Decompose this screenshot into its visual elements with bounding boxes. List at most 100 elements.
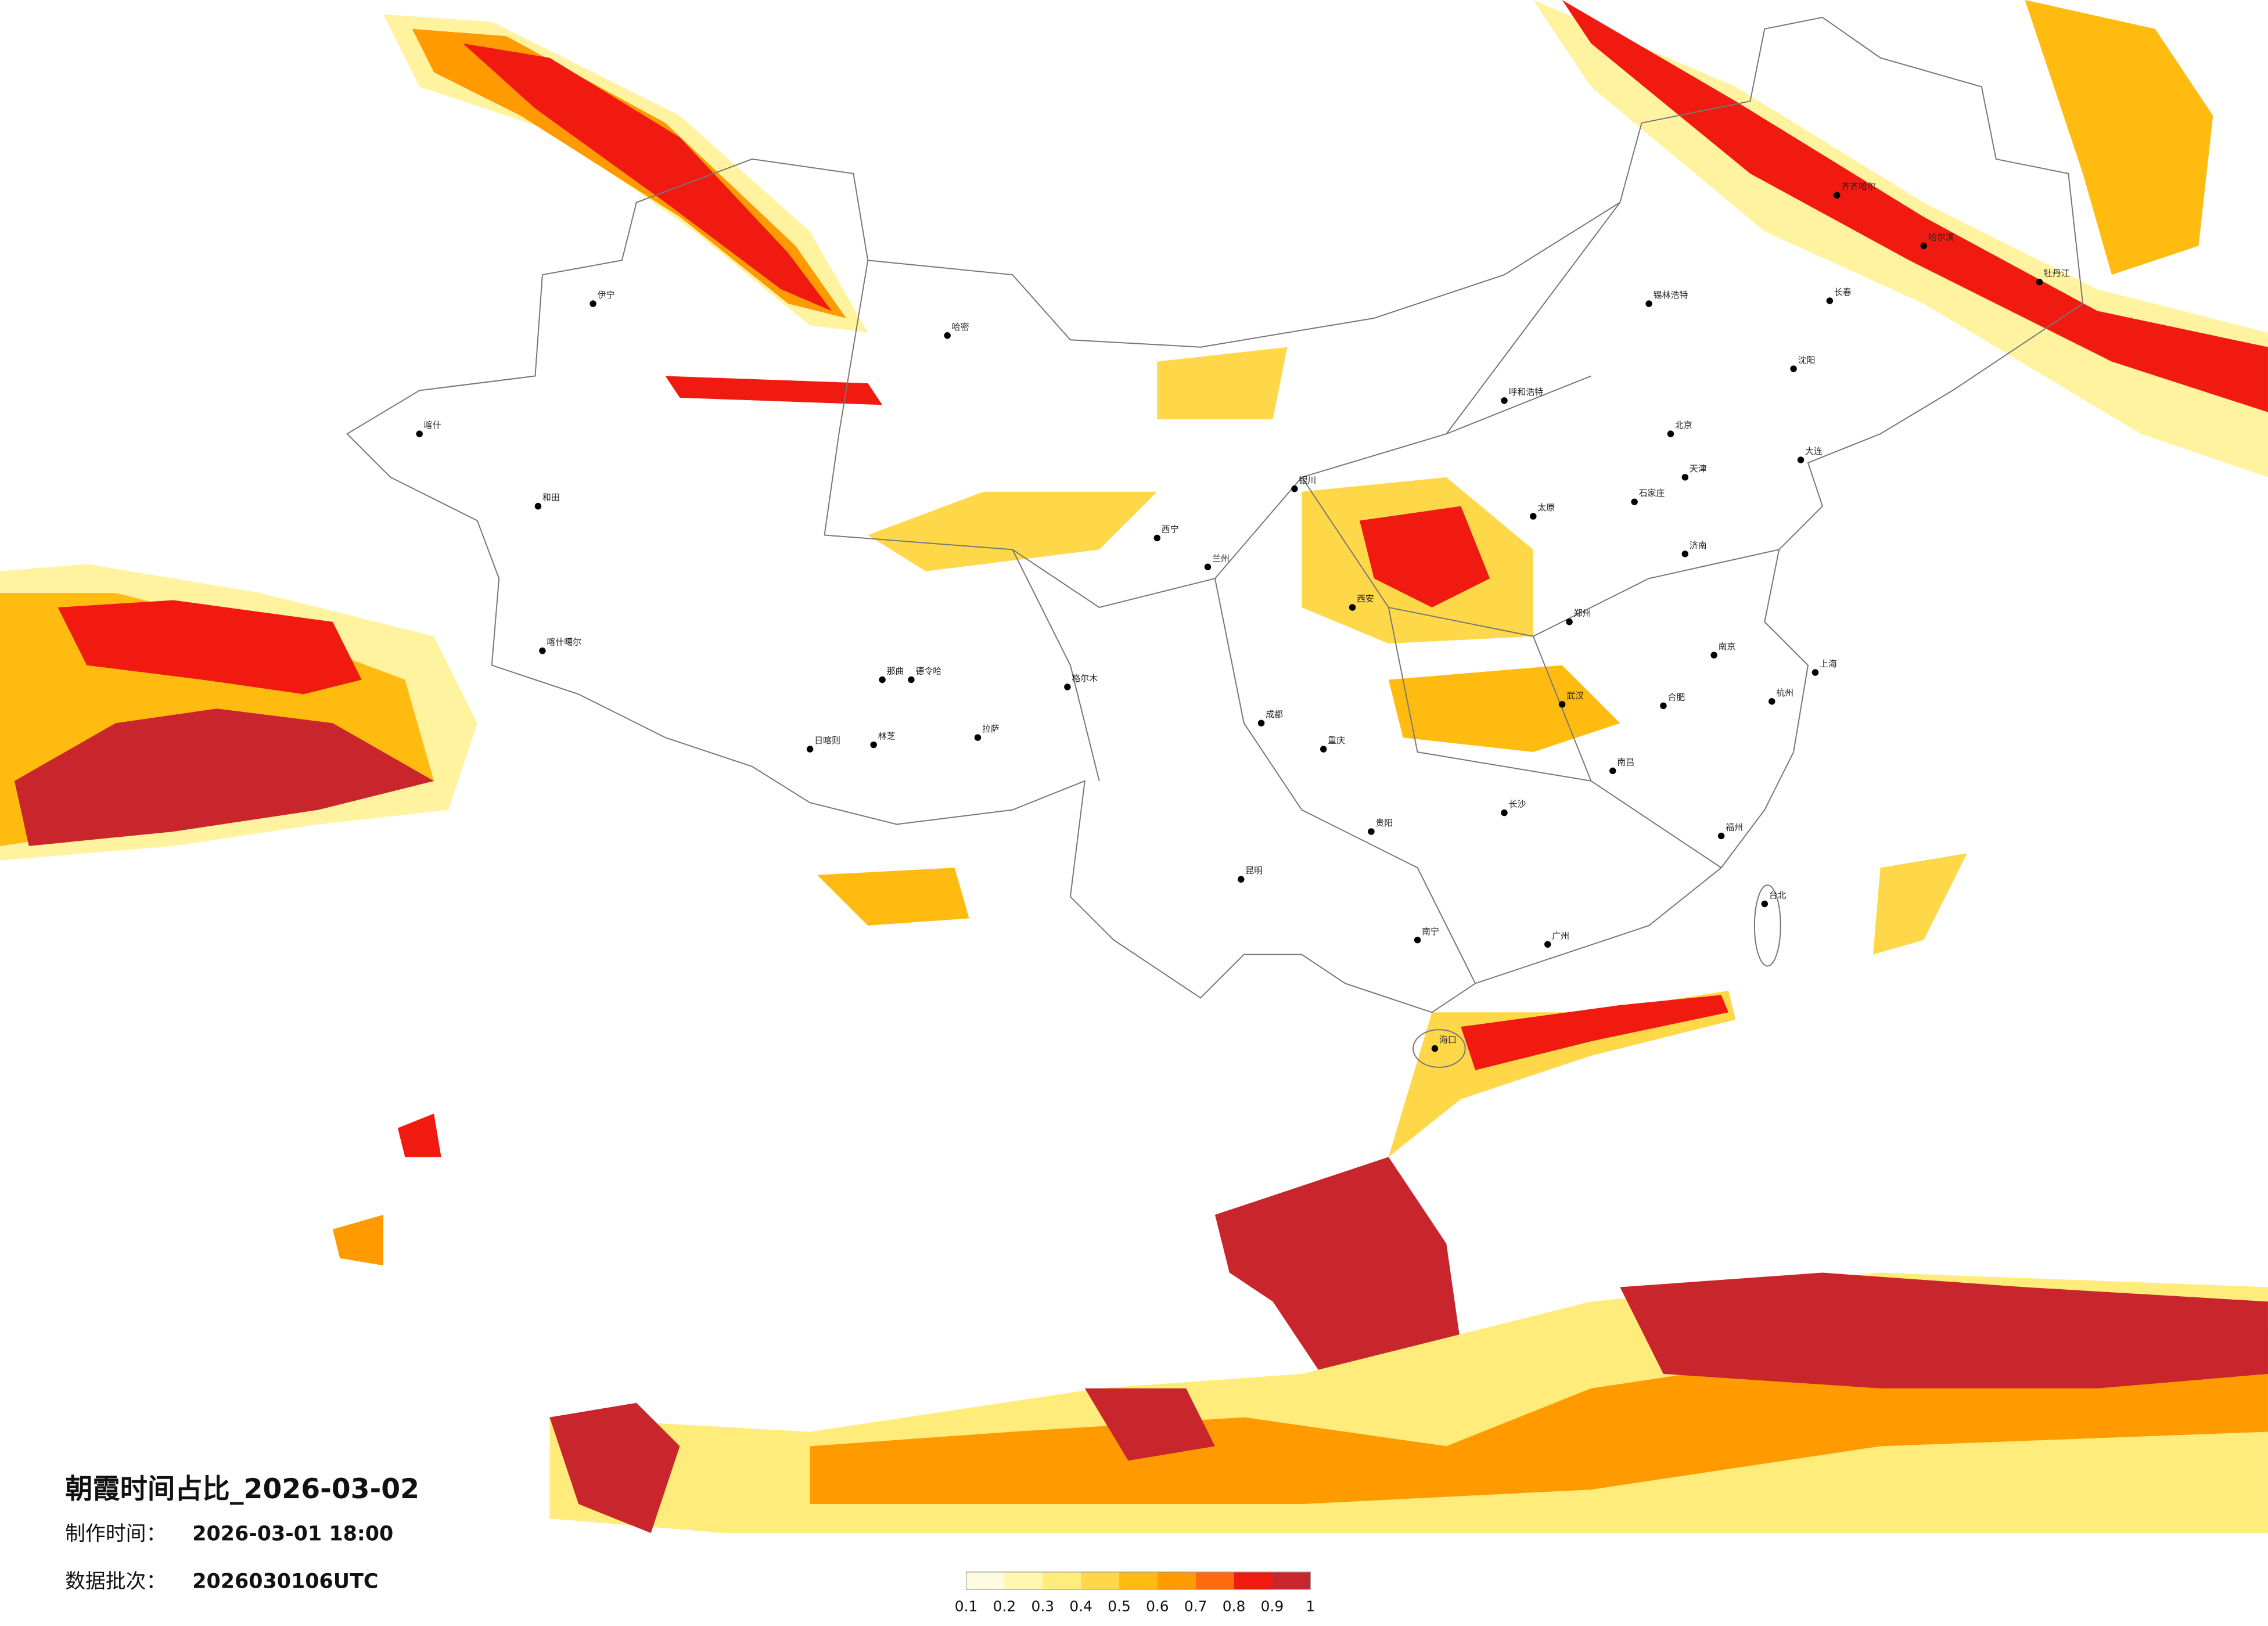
colorbar-frame: [965, 1571, 1311, 1590]
city-dot: [1667, 430, 1674, 437]
city-label: 西安: [1357, 593, 1374, 604]
colorbar-tick-label: 0.3: [1031, 1598, 1055, 1614]
heat-patch: [332, 1214, 383, 1266]
header: 朝霞时间占比_2026-03-02 制作时间： 2026-03-01 18:00…: [65, 1473, 419, 1593]
heat-patch: [665, 376, 883, 405]
city-dot: [1797, 456, 1805, 463]
colorbar-tick-label: 0.9: [1261, 1598, 1284, 1614]
city-label: 齐齐哈尔: [1841, 181, 1876, 192]
heat-patch: [1157, 347, 1288, 420]
city-label: 拉萨: [982, 724, 1000, 734]
city-label: 西宁: [1162, 524, 1179, 534]
city-dot: [590, 300, 596, 307]
city-dot: [1826, 297, 1834, 304]
city-label: 昆明: [1245, 865, 1263, 876]
city-dot: [1811, 669, 1819, 676]
city-label: 德令哈: [915, 666, 941, 677]
colorbar-tick-label: 0.8: [1223, 1598, 1246, 1614]
city-label: 重庆: [1328, 735, 1345, 746]
colorbar-swatch: [966, 1572, 1005, 1589]
city-label: 喀什: [424, 420, 441, 430]
city-label: 沈阳: [1798, 355, 1816, 365]
city-dot: [1501, 397, 1508, 404]
city-dot: [870, 741, 877, 749]
city-dot: [1645, 300, 1652, 307]
city-label: 福州: [1726, 822, 1743, 832]
city-label: 北京: [1675, 420, 1692, 430]
colorbar-tick-label: 0.7: [1184, 1598, 1207, 1614]
city-dot: [1530, 513, 1537, 520]
city-label: 太原: [1537, 502, 1555, 513]
city-label: 南京: [1719, 641, 1736, 652]
city-label: 台北: [1769, 890, 1787, 901]
province-lines: [824, 202, 1780, 984]
city-dot: [1790, 365, 1797, 372]
city-dot: [1761, 900, 1769, 908]
city-label: 银川: [1299, 475, 1316, 485]
city-label: 哈尔滨: [1928, 232, 1954, 242]
city-dot: [534, 502, 542, 510]
city-dot: [1501, 809, 1508, 816]
city-dot: [908, 676, 915, 684]
heat-patch: [817, 868, 969, 926]
batch-label: 数据批次：: [65, 1570, 166, 1593]
city-dot: [1566, 618, 1573, 625]
heat-patch: [1084, 1388, 1215, 1461]
city-dot: [806, 746, 814, 753]
colorbar-tick-label: 0.1: [955, 1598, 978, 1614]
city-dot: [1558, 701, 1566, 708]
colorbar-tick-label: 0.5: [1108, 1598, 1131, 1614]
city-dot: [1681, 474, 1689, 481]
city-dot: [1920, 242, 1927, 250]
city-label: 贵阳: [1375, 818, 1393, 828]
city-dot: [1431, 1045, 1439, 1052]
colorbar-swatch: [1234, 1572, 1273, 1589]
colorbar-tick-label: 0.6: [1146, 1598, 1169, 1614]
heat-patch: [1620, 1272, 2268, 1388]
city-label: 长沙: [1508, 799, 1526, 810]
city-dot: [1204, 563, 1212, 570]
heat-patch: [1388, 665, 1620, 753]
colorbar-swatch: [1081, 1572, 1120, 1589]
city-dot: [1717, 832, 1725, 840]
city-dot: [1320, 746, 1327, 753]
city-dot: [1834, 192, 1841, 199]
city-dot: [1609, 767, 1616, 775]
city-dot: [1349, 604, 1356, 611]
heat-patch: [14, 708, 434, 846]
city-dot: [1368, 828, 1375, 835]
colorbar: 0.1 0.2 0.3 0.4 0.5 0.6 0.7 0.8 0.9 1: [955, 1571, 1315, 1614]
city-label: 伊宁: [598, 290, 615, 300]
city-label: 喀什噶尔: [547, 637, 581, 647]
city-dot: [1544, 941, 1551, 948]
city-label: 济南: [1690, 540, 1707, 551]
city-label: 海口: [1439, 1035, 1457, 1045]
heat-patch: [1461, 995, 1729, 1070]
colorbar-swatch: [1157, 1572, 1196, 1589]
colorbar-swatch: [1119, 1572, 1158, 1589]
city-label: 和田: [542, 492, 560, 503]
city-dot: [1064, 684, 1071, 690]
made-label: 制作时间：: [65, 1522, 166, 1545]
boundaries: [346, 16, 2084, 1068]
city-label: 武汉: [1566, 690, 1584, 701]
city-label: 郑州: [1574, 608, 1591, 618]
city-dot: [974, 734, 982, 741]
city-label: 那曲: [887, 666, 904, 677]
heat-patch: [549, 1402, 680, 1533]
city-dot: [2036, 278, 2043, 286]
heat-patch: [462, 43, 832, 311]
city-label: 格尔木: [1072, 673, 1098, 684]
city-dot: [539, 647, 546, 654]
colorbar-tick-label: 0.4: [1069, 1598, 1092, 1614]
city-dot: [1414, 937, 1421, 944]
city-dot: [1660, 702, 1667, 710]
colorbar-tick-label: 1: [1306, 1598, 1315, 1614]
title: 朝霞时间占比_2026-03-02: [65, 1473, 419, 1505]
heat-patch: [868, 491, 1158, 571]
city-dot: [944, 332, 951, 339]
city-dot: [879, 676, 886, 684]
city-label: 合肥: [1667, 692, 1685, 702]
